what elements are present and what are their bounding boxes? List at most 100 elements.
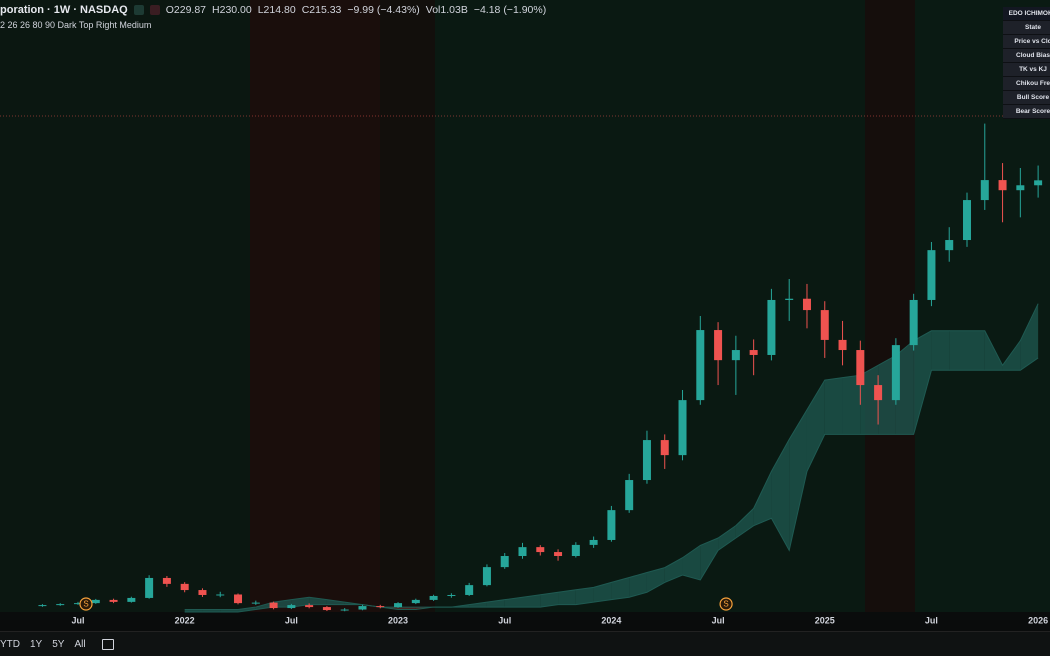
candle-body (465, 585, 474, 595)
candle-body (411, 599, 420, 604)
range-button[interactable]: 5Y (52, 639, 65, 650)
candle-body (127, 597, 136, 602)
panel-row: Price vs Clo (1003, 35, 1050, 49)
x-tick-label: Jul (712, 615, 725, 625)
cloud-line (184, 357, 1039, 613)
cloud-fill (860, 365, 879, 435)
candle-body (856, 350, 865, 386)
split-marker[interactable] (719, 597, 733, 611)
cloud-fill (291, 597, 310, 608)
candle-body (500, 556, 509, 568)
cloud-fill (486, 599, 505, 608)
cloud-fill (220, 609, 239, 612)
candle-body (234, 594, 243, 604)
cloud-fill (984, 330, 1003, 371)
candle-body (322, 607, 331, 611)
candle-body (74, 603, 82, 605)
cloud-fill (771, 439, 790, 551)
cloud-fill (255, 602, 274, 610)
band (865, 0, 915, 612)
cloud-fill (469, 602, 487, 608)
cloud-fill (700, 538, 719, 580)
cloud-fill (202, 609, 221, 612)
candle-body (909, 299, 918, 346)
candle-body (607, 510, 616, 540)
cloud-fill (646, 567, 665, 593)
ohlc: C215.33 (301, 4, 342, 16)
band (380, 0, 435, 612)
candle-body (678, 400, 687, 456)
range-button[interactable]: 1Y (30, 639, 43, 650)
candle-body (642, 440, 651, 481)
candle-body (802, 298, 811, 311)
panel-row: Bull Score (1003, 91, 1050, 105)
icon[interactable] (133, 5, 144, 15)
candle-body (625, 480, 634, 511)
candle-body (109, 599, 118, 602)
candle-body (429, 595, 438, 600)
cloud-fill (931, 330, 950, 371)
candle-body (963, 200, 971, 241)
candle-body (891, 345, 900, 401)
candle-body (1016, 185, 1025, 191)
cloud-fill (273, 599, 292, 608)
band (250, 0, 380, 612)
split-marker[interactable] (79, 597, 93, 611)
candle-body (376, 606, 385, 608)
x-tick-label: 2024 (601, 615, 621, 625)
range-button[interactable]: YTD (0, 639, 20, 650)
candle-body (251, 602, 260, 604)
candle-body (927, 250, 936, 300)
cloud-fill (878, 355, 896, 435)
calendar-button[interactable] (101, 639, 114, 650)
panel-row: State (1003, 21, 1050, 35)
cloud-fill (664, 557, 683, 583)
cloud-fill (718, 525, 736, 551)
candle-body (162, 577, 171, 584)
candle-body (198, 590, 207, 595)
cloud-fill (629, 572, 647, 598)
x-tick-label: Jul (498, 615, 511, 625)
icon[interactable] (149, 5, 160, 15)
candle-body (269, 602, 278, 609)
candle-body (945, 240, 954, 251)
cloud-fill (504, 597, 523, 608)
x-tick-label: 2023 (388, 615, 408, 625)
x-tick-label: Jul (285, 615, 298, 625)
candle-body (554, 552, 563, 557)
candle-body (660, 440, 669, 456)
candle-body (482, 567, 491, 586)
cloud-fill (238, 607, 256, 612)
candle-body (1034, 180, 1043, 186)
candle-body (91, 599, 100, 604)
candle-body (340, 609, 349, 611)
cloud-fill (842, 375, 861, 435)
candle-body (696, 330, 705, 401)
x-tick-label: 2022 (175, 615, 195, 625)
cloud-fill (558, 589, 576, 605)
candle-body (980, 180, 989, 201)
candle-body (714, 330, 723, 361)
band (435, 0, 865, 612)
candle-body (358, 606, 367, 610)
candle-body (838, 339, 847, 351)
candle-body (518, 547, 527, 557)
candle-body (749, 350, 758, 355)
candle-body (56, 604, 65, 606)
range-button[interactable]: All (74, 639, 86, 650)
x-tick-label: Jul (925, 615, 938, 625)
cloud-fill (593, 582, 612, 603)
candle-body (180, 583, 189, 591)
cloud-fill (913, 330, 932, 435)
cloud-fill (753, 471, 772, 526)
cloud-fill (967, 330, 985, 371)
change: −4.18 (−1.90%) (473, 4, 547, 16)
candle-body (571, 544, 580, 557)
cloud-fill (682, 545, 701, 580)
candle-body (447, 594, 456, 596)
cloud-fill (1020, 303, 1039, 371)
cloud-fill (309, 597, 327, 605)
candle-body (874, 385, 883, 401)
cloud-fill (184, 609, 203, 612)
